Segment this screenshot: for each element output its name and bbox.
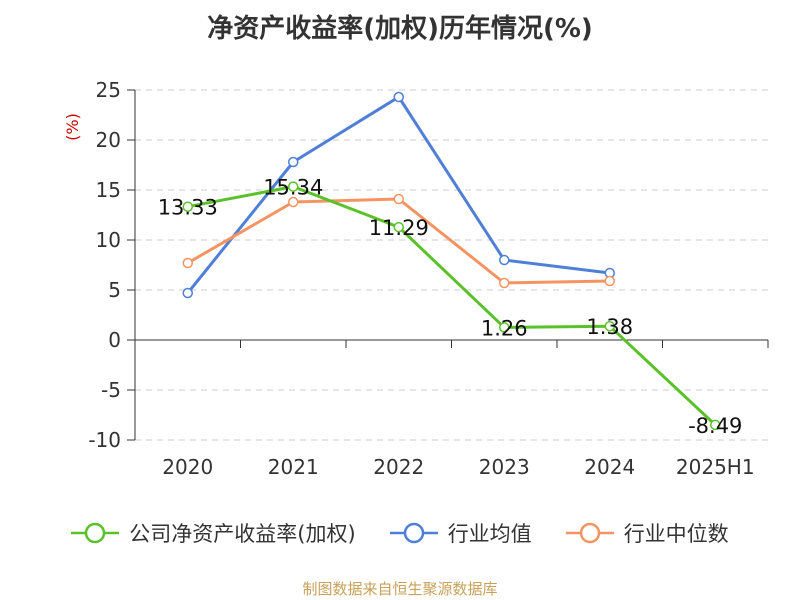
legend-swatch-marker bbox=[85, 522, 106, 544]
legend-label: 行业均值 bbox=[447, 522, 532, 546]
data-point bbox=[710, 419, 721, 431]
data-point bbox=[393, 221, 404, 233]
data-point bbox=[288, 156, 299, 168]
data-label: 11.29 bbox=[369, 216, 429, 240]
data-labels: 13.33 15.34 11.29 1.26 1.38 -8.49 bbox=[158, 176, 743, 438]
grid-lines bbox=[135, 89, 768, 441]
data-label: -8.49 bbox=[688, 414, 742, 438]
legend-item[interactable]: 行业均值 bbox=[389, 518, 532, 548]
data-point bbox=[499, 254, 510, 266]
data-point bbox=[393, 193, 404, 205]
legend: 公司净资产收益率(加权) 行业均值 行业中位数 bbox=[0, 518, 800, 548]
series-line bbox=[186, 197, 610, 285]
y-tick-label: 25 bbox=[96, 78, 121, 102]
y-tick-label: -10 bbox=[88, 428, 121, 452]
series-group bbox=[182, 91, 721, 431]
y-tick-label: 5 bbox=[108, 278, 121, 302]
data-point bbox=[604, 275, 615, 287]
legend-swatch-marker bbox=[579, 522, 600, 544]
source-note: 制图数据来自恒生聚源数据库 bbox=[302, 580, 498, 598]
data-point bbox=[288, 196, 299, 208]
x-tick-label: 2021 bbox=[268, 455, 319, 479]
data-point bbox=[499, 277, 510, 289]
legend-item[interactable]: 行业中位数 bbox=[565, 518, 729, 548]
data-point bbox=[182, 287, 193, 299]
x-tick-label: 2022 bbox=[373, 455, 424, 479]
y-tick-label: 15 bbox=[96, 178, 121, 202]
legend-label: 行业中位数 bbox=[623, 522, 729, 546]
series-line bbox=[187, 185, 717, 426]
x-tick-label: 2020 bbox=[162, 455, 213, 479]
legend-swatch-icon bbox=[565, 522, 614, 544]
legend-item[interactable]: 公司净资产收益率(加权) bbox=[71, 518, 356, 548]
legend-swatch-icon bbox=[71, 522, 120, 544]
x-axis: 2020 2021 2022 2023 2024 2025H1 bbox=[134, 339, 769, 479]
data-point bbox=[288, 181, 299, 192]
y-axis: -10 -5 0 5 10 15 20 25 bbox=[88, 78, 136, 452]
legend-swatch-marker bbox=[403, 522, 424, 544]
data-point bbox=[604, 320, 615, 332]
data-label: 13.33 bbox=[158, 196, 218, 220]
legend-swatch-icon bbox=[389, 522, 438, 544]
data-point bbox=[393, 91, 404, 103]
y-tick-label: 10 bbox=[96, 228, 121, 252]
data-point bbox=[182, 257, 193, 269]
y-axis-label: (%) bbox=[63, 113, 82, 141]
line-chart: -10 -5 0 5 10 15 20 25 2020 2021 2022 2023 2024 2025… bbox=[63, 78, 769, 479]
x-tick-label: 2024 bbox=[584, 455, 635, 479]
y-tick-label: 0 bbox=[108, 328, 121, 352]
y-tick-label: -5 bbox=[101, 378, 121, 402]
data-point bbox=[182, 201, 193, 212]
x-tick-label: 2023 bbox=[479, 455, 530, 479]
data-label: 15.34 bbox=[263, 176, 323, 200]
x-tick-label: 2025H1 bbox=[676, 455, 755, 479]
y-tick-label: 20 bbox=[96, 128, 121, 152]
data-label: 1.26 bbox=[481, 316, 528, 340]
data-label: 1.38 bbox=[586, 315, 633, 339]
chart-title: 净资产收益率(加权)历年情况(%) bbox=[207, 14, 593, 44]
data-point bbox=[499, 322, 510, 333]
legend-label: 公司净资产收益率(加权) bbox=[129, 522, 356, 546]
